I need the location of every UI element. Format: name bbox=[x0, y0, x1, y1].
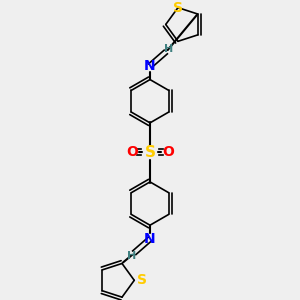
Text: N: N bbox=[144, 59, 156, 73]
Text: O: O bbox=[162, 146, 174, 159]
Text: H: H bbox=[127, 251, 136, 261]
Text: H: H bbox=[164, 44, 173, 54]
Text: S: S bbox=[145, 145, 155, 160]
Text: O: O bbox=[126, 146, 138, 159]
Text: S: S bbox=[173, 1, 183, 15]
Text: S: S bbox=[137, 273, 147, 287]
Text: N: N bbox=[144, 232, 156, 246]
